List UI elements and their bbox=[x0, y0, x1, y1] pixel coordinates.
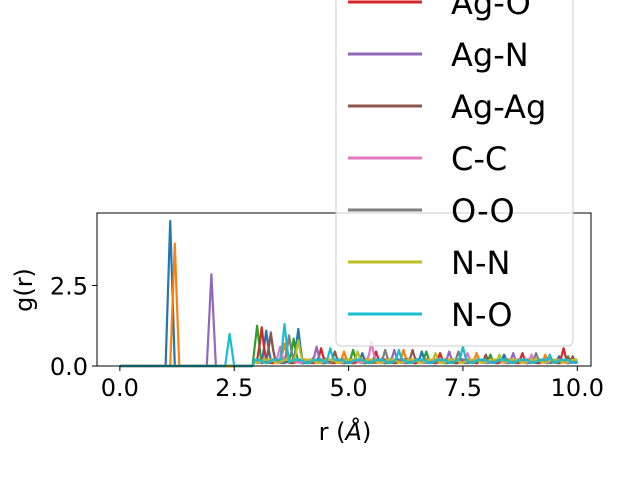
legend-label: C-C bbox=[451, 140, 507, 178]
legend-label: Ag-Ag bbox=[451, 88, 546, 126]
x-tick-label: 10.0 bbox=[551, 374, 604, 402]
y-axis-label: g(r) bbox=[10, 268, 38, 312]
legend-label: Ag-N bbox=[451, 36, 529, 74]
legend-label: N-N bbox=[451, 244, 510, 282]
legend-label: Ag-O bbox=[451, 0, 531, 22]
legend-box bbox=[335, 0, 574, 347]
x-tick-label: 7.5 bbox=[444, 374, 482, 402]
x-tick-label: 0.0 bbox=[101, 374, 139, 402]
y-axis-ticks: 0.0 2.5 bbox=[50, 272, 97, 381]
y-tick-label: 0.0 bbox=[50, 353, 88, 381]
y-tick-label: 2.5 bbox=[50, 272, 88, 300]
legend-label: N-O bbox=[451, 296, 513, 334]
x-tick-label: 2.5 bbox=[215, 374, 253, 402]
x-axis-unit: Å bbox=[344, 417, 362, 446]
x-tick-label: 5.0 bbox=[329, 374, 367, 402]
x-axis-label: r (Å) bbox=[319, 417, 372, 446]
legend-label: O-O bbox=[451, 192, 515, 230]
legend: Ag-O Ag-N Ag-Ag C-C O-O N-N N-O bbox=[335, 0, 574, 347]
x-axis-ticks: 0.0 2.5 5.0 7.5 10.0 bbox=[101, 366, 604, 402]
